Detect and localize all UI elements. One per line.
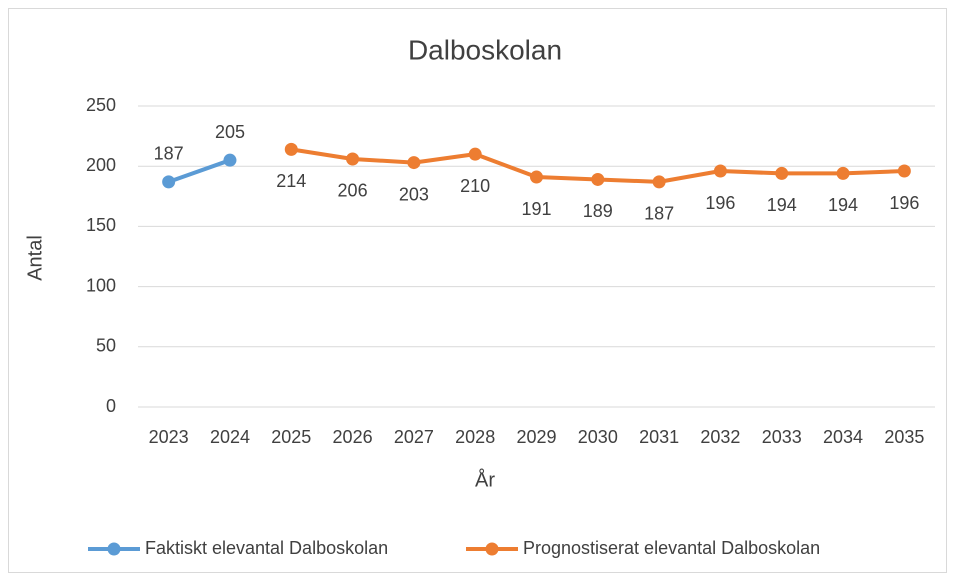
data-label: 203 — [399, 184, 429, 204]
data-point — [284, 142, 298, 156]
data-point — [407, 156, 421, 170]
data-point — [346, 152, 360, 166]
legend-label: Faktiskt elevantal Dalboskolan — [145, 538, 388, 558]
data-point — [897, 164, 911, 178]
y-tick-label: 0 — [106, 396, 116, 416]
data-label: 214 — [276, 171, 306, 191]
x-tick-label: 2028 — [455, 427, 495, 447]
x-axis-label: År — [475, 468, 495, 491]
data-label: 194 — [767, 195, 797, 215]
y-tick-label: 150 — [86, 215, 116, 235]
x-tick-label: 2030 — [578, 427, 618, 447]
y-tick-label: 200 — [86, 155, 116, 175]
data-point — [591, 172, 605, 186]
data-label: 187 — [154, 144, 184, 164]
x-tick-label: 2029 — [516, 427, 556, 447]
data-point — [652, 175, 666, 189]
legend-marker — [107, 542, 121, 556]
x-tick-label: 2024 — [210, 427, 250, 447]
data-label: 206 — [338, 181, 368, 201]
data-label: 194 — [828, 195, 858, 215]
y-tick-label: 100 — [86, 275, 116, 295]
data-point — [775, 166, 789, 180]
data-point — [223, 153, 237, 167]
series-line — [166, 158, 232, 184]
data-point — [530, 170, 543, 184]
legend-marker — [485, 542, 499, 556]
data-point — [468, 147, 482, 161]
data-label: 187 — [644, 204, 674, 224]
x-tick-label: 2027 — [394, 427, 434, 447]
x-tick-label: 2035 — [884, 427, 924, 447]
x-tick-label: 2033 — [762, 427, 802, 447]
y-axis-label: Antal — [24, 235, 46, 281]
y-tick-label: 250 — [86, 95, 116, 115]
x-tick-label: 2031 — [639, 427, 679, 447]
data-label: 196 — [889, 193, 919, 213]
chart-title: Dalboskolan — [408, 34, 562, 65]
x-tick-label: 2026 — [333, 427, 373, 447]
y-tick-label: 50 — [96, 336, 116, 356]
data-point — [836, 166, 850, 180]
x-tick-label: 2034 — [823, 427, 863, 447]
x-tick-label: 2025 — [271, 427, 311, 447]
data-point — [162, 175, 176, 189]
x-tick-label: 2023 — [149, 427, 189, 447]
data-label: 191 — [521, 199, 551, 219]
data-label: 196 — [705, 193, 735, 213]
data-label: 210 — [460, 176, 490, 196]
data-point — [713, 164, 727, 178]
legend-label: Prognostiserat elevantal Dalboskolan — [523, 538, 820, 558]
data-label: 189 — [583, 201, 613, 221]
data-label: 205 — [215, 122, 245, 142]
x-tick-label: 2032 — [700, 427, 740, 447]
chart-border — [8, 8, 947, 573]
